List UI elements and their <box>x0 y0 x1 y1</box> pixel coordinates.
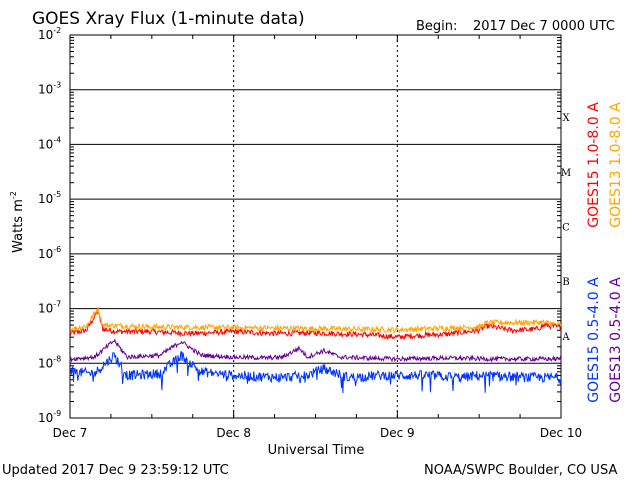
x-axis-label: Universal Time <box>268 443 365 458</box>
y-tick-label: 10-3 <box>38 81 61 97</box>
legend: GOES15 1.0-8.0 A GOES13 1.0-8.0 A GOES15 0… <box>586 102 624 403</box>
x-tick-label: Dec 9 <box>380 426 415 440</box>
legend-entry: GOES15 1.0-8.0 A <box>586 102 602 228</box>
y-axis-label-text: Watts m <box>11 199 26 253</box>
chart-title: GOES Xray Flux (1-minute data) <box>32 9 305 29</box>
legend-entry: GOES13 0.5-4.0 A <box>608 277 624 403</box>
flare-class-label: A <box>561 332 570 343</box>
y-tick-label: 10-9 <box>38 409 61 425</box>
footer-source: NOAA/SWPC Boulder, CO USA <box>424 463 617 478</box>
flare-class-label: B <box>562 277 569 288</box>
legend-entry: GOES13 1.0-8.0 A <box>608 102 624 228</box>
grid <box>69 35 562 418</box>
legend-entry: GOES15 0.5-4.0 A <box>586 277 602 403</box>
x-tick-label: Dec 10 <box>540 426 582 440</box>
begin-value: 2017 Dec 7 0000 UTC <box>473 19 615 34</box>
x-tick-label: Dec 8 <box>216 426 251 440</box>
y-tick-label: 10-8 <box>38 354 61 370</box>
y-axis-label: Watts m-2 <box>9 191 26 253</box>
begin-label: Begin: <box>416 19 457 34</box>
series-line-2 <box>69 351 562 394</box>
flare-class-label: C <box>562 223 570 234</box>
y-tick-label: 10-7 <box>38 300 61 316</box>
y-axis-label-group: Watts m-2 <box>9 191 26 253</box>
flare-class-label: X <box>562 113 570 124</box>
y-tick-label: 10-5 <box>38 190 61 206</box>
y-tick-label: 10-4 <box>38 135 61 151</box>
x-tick-labels: Dec 7 Dec 8 Dec 9 Dec 10 <box>53 426 582 440</box>
series-line-0 <box>69 310 562 341</box>
series-line-1 <box>69 307 562 334</box>
flare-class-label: M <box>561 168 571 179</box>
x-tick-label: Dec 7 <box>53 426 88 440</box>
flare-class-labels: A B C M X <box>561 113 571 343</box>
y-tick-label: 10-6 <box>38 245 61 261</box>
y-tick-label: 10-2 <box>38 26 61 42</box>
footer-updated: Updated 2017 Dec 9 23:59:12 UTC <box>2 463 229 478</box>
series-line-3 <box>69 338 562 363</box>
y-axis-label-exp: -2 <box>9 191 18 199</box>
series-group <box>69 307 562 394</box>
y-tick-labels: 10-9 10-8 10-7 10-6 10-5 10-4 10-3 10-2 <box>38 26 61 425</box>
